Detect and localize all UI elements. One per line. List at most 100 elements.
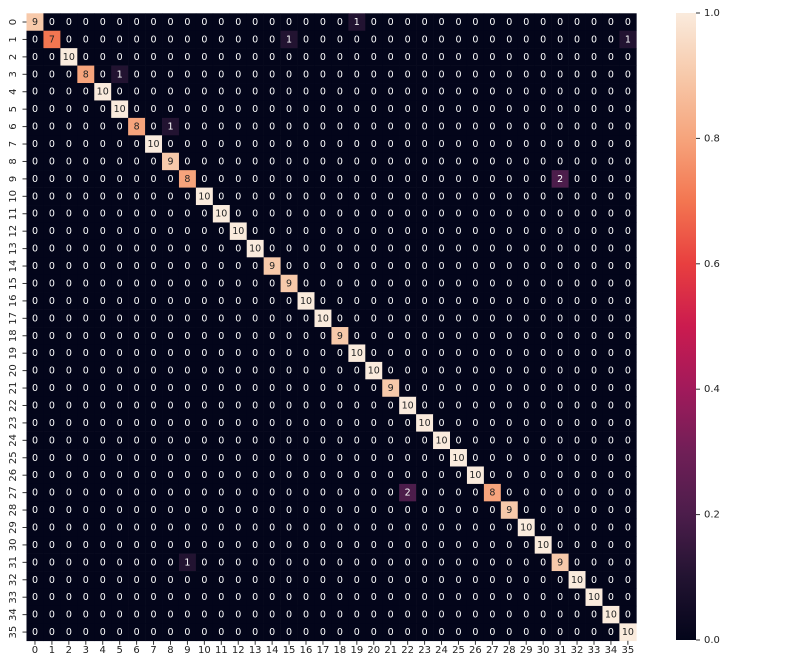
cell-label: 0 [83, 575, 89, 586]
cell [246, 65, 264, 84]
cell [416, 327, 434, 345]
cell [331, 588, 349, 607]
cell [280, 309, 298, 328]
cell-label: 0 [371, 261, 377, 272]
cell [619, 536, 637, 554]
cell [229, 65, 248, 84]
cell-label: 0 [218, 575, 224, 586]
cell [568, 30, 586, 49]
cell-label: 0 [523, 261, 529, 272]
cell-label: 0 [303, 261, 309, 272]
cell-label: 0 [151, 34, 157, 45]
cell-label: 0 [201, 174, 207, 185]
cell-label: 0 [286, 174, 292, 185]
cell [26, 274, 44, 293]
cell-label: 0 [591, 209, 597, 220]
cell [619, 518, 637, 537]
cell-label: 0 [151, 540, 157, 551]
cell-label: 0 [320, 383, 326, 394]
cell [60, 48, 78, 66]
cell-label: 0 [405, 418, 411, 429]
cell [382, 83, 400, 101]
cell [450, 274, 468, 293]
cell [382, 170, 400, 188]
cell [297, 13, 315, 32]
cell-label: 0 [439, 34, 445, 45]
cell [534, 65, 552, 84]
cell [77, 588, 95, 607]
cell [619, 466, 637, 485]
cell-label: 0 [151, 331, 157, 342]
cell-label: 0 [286, 209, 292, 220]
cell-label: 0 [151, 69, 157, 80]
cell [331, 605, 349, 624]
cell [399, 187, 417, 206]
cell [212, 501, 231, 520]
cell-label: 0 [388, 296, 394, 307]
cell [416, 483, 434, 502]
cell [399, 13, 417, 32]
cell [568, 100, 586, 119]
cell-label: 10 [317, 313, 329, 324]
cell-label: 0 [151, 52, 157, 63]
cell-label: 0 [371, 348, 377, 359]
cell-label: 0 [83, 453, 89, 464]
cell [297, 518, 315, 537]
cell-label: 0 [422, 34, 428, 45]
cell [43, 571, 61, 589]
cell-label: 0 [100, 122, 106, 133]
cell-label: 0 [422, 540, 428, 551]
cell-label: 0 [388, 575, 394, 586]
cell-label: 10 [419, 418, 431, 429]
cell [500, 553, 519, 572]
cell-label: 0 [235, 174, 241, 185]
cell-label: 0 [608, 174, 614, 185]
cell-label: 0 [455, 470, 461, 481]
cell [551, 466, 569, 485]
cell-label: 0 [591, 278, 597, 289]
cell [77, 117, 95, 136]
cell [280, 30, 298, 49]
cell [280, 83, 298, 101]
cell-label: 0 [32, 69, 38, 80]
cell-label: 0 [218, 557, 224, 568]
cell [483, 13, 502, 32]
y-tick-label: 8 [8, 158, 19, 164]
cell-label: 0 [303, 139, 309, 150]
cell [534, 379, 552, 398]
cell [178, 170, 197, 188]
cell [517, 187, 535, 206]
cell-label: 0 [439, 174, 445, 185]
cell-label: 0 [388, 191, 394, 202]
cell [145, 257, 163, 276]
cell-label: 0 [269, 540, 275, 551]
cell-label: 0 [269, 366, 275, 377]
cell-label: 0 [100, 17, 106, 28]
cell [483, 65, 502, 84]
cell-label: 0 [184, 261, 190, 272]
cell [348, 379, 366, 398]
cell-label: 0 [472, 540, 478, 551]
cell [314, 239, 332, 258]
cell-label: 0 [32, 453, 38, 464]
cell-label: 0 [506, 122, 512, 133]
cell [568, 344, 586, 363]
cell [212, 327, 231, 345]
cell [60, 553, 78, 572]
cell [450, 117, 468, 136]
cell-label: 0 [320, 348, 326, 359]
cell-label: 0 [201, 244, 207, 255]
cell-label: 0 [371, 17, 377, 28]
cell [602, 483, 620, 502]
cell-label: 0 [134, 156, 140, 167]
cell-label: 0 [117, 313, 123, 324]
cell-label: 0 [574, 488, 580, 499]
y-tick-label: 14 [8, 260, 19, 273]
cell-label: 0 [151, 17, 157, 28]
cell-label: 0 [455, 174, 461, 185]
cell [619, 117, 637, 136]
cell-label: 0 [472, 174, 478, 185]
cell [246, 292, 264, 310]
cell [450, 292, 468, 310]
cell [162, 449, 180, 467]
